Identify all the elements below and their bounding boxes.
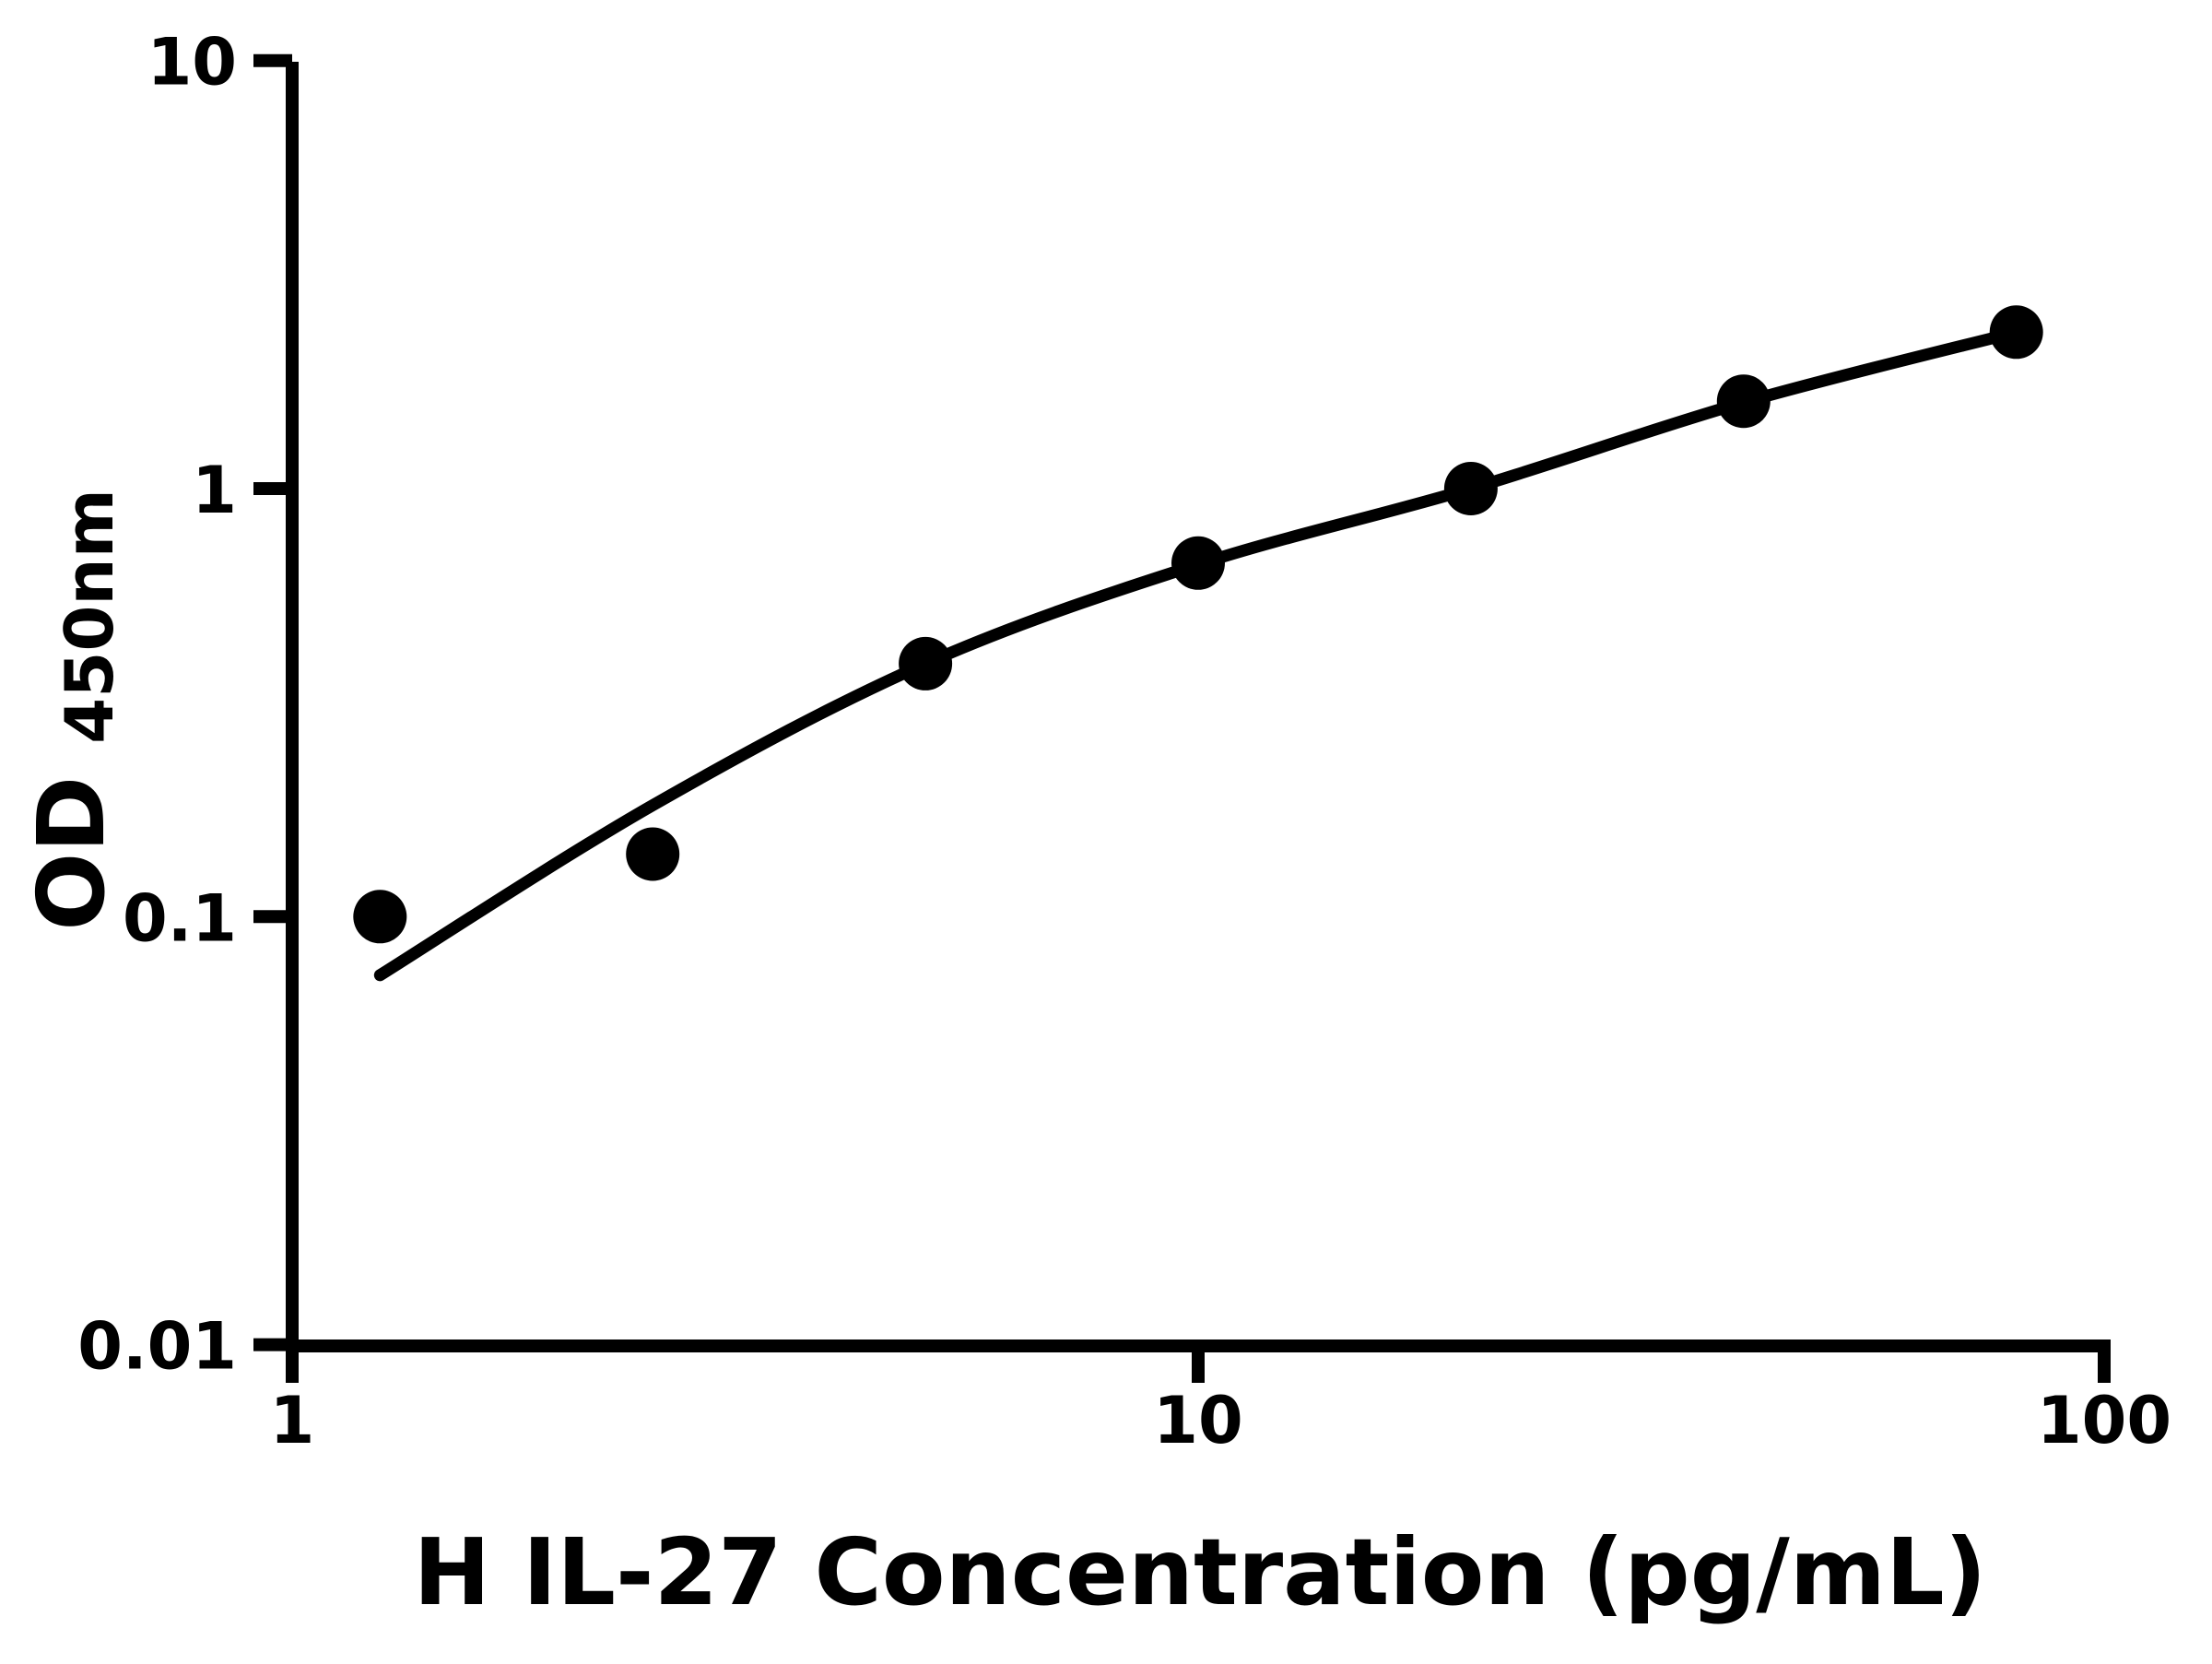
y-axis-tick-label: 1 xyxy=(192,453,237,528)
y-axis-tick-label: 0.1 xyxy=(123,880,237,956)
y-axis-tick-label: 10 xyxy=(147,25,237,100)
data-point xyxy=(1716,374,1771,429)
y-axis-title-main: OD xyxy=(18,776,125,931)
data-point xyxy=(626,827,680,881)
y-axis-tick-label: 0.01 xyxy=(77,1309,237,1385)
x-axis-tick-label: 100 xyxy=(2037,1383,2171,1458)
y-axis-title-subscript: 450nm xyxy=(51,489,128,744)
data-point xyxy=(1989,305,2043,360)
x-axis-tick-label: 1 xyxy=(270,1383,315,1458)
x-axis-tick-label: 10 xyxy=(1153,1383,1242,1458)
fit-curve-line xyxy=(373,325,2023,982)
data-point xyxy=(1443,462,1498,515)
data-point xyxy=(353,890,407,944)
x-axis-title: H IL-27 Concentration (pg/mL) xyxy=(414,1518,1987,1626)
plot-area: 10 1 0.1 0.01 1 10 100 xyxy=(77,25,2171,1458)
data-point xyxy=(1171,536,1225,590)
axis-spine xyxy=(286,62,2111,1352)
data-point xyxy=(899,636,953,690)
y-axis-title: OD 450nm xyxy=(18,489,128,930)
